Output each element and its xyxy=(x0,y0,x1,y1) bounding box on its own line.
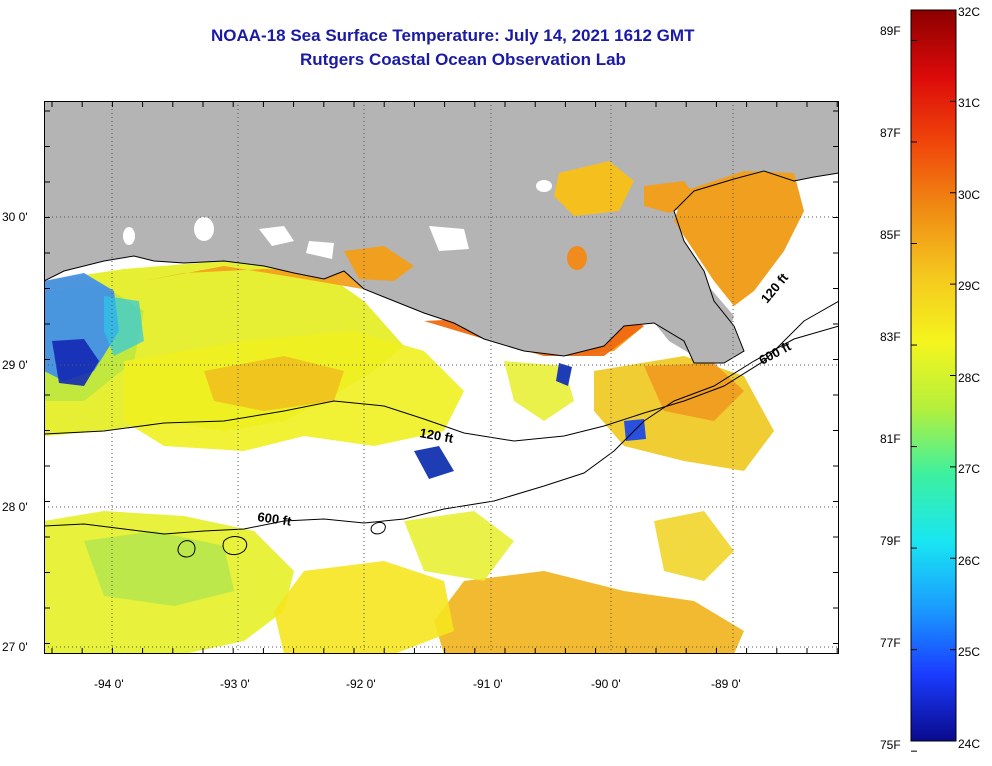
colorbar-c-25: 25C xyxy=(958,645,981,659)
colorbar-c-29: 29C xyxy=(958,279,981,293)
colorbar-c-30: 30C xyxy=(958,188,981,202)
colorbar-c-31: 31C xyxy=(958,96,981,110)
colorbar-f-79: 79F xyxy=(880,534,901,548)
colorbar-f-77: 77F xyxy=(880,636,901,650)
map-ticks xyxy=(44,101,839,654)
sst-field xyxy=(44,261,774,654)
land-lake-pontchartrain xyxy=(554,161,634,216)
land-lake-calcasieu xyxy=(194,217,214,241)
land-lake-salvador xyxy=(567,246,587,270)
sst-patch-south-green xyxy=(84,531,234,606)
sst-patch-south-orange xyxy=(434,571,744,654)
colorbar-f-81: 81F xyxy=(880,432,901,446)
sst-patch-south-center-yellow xyxy=(274,561,454,654)
colorbar-c-32: 32C xyxy=(958,5,981,19)
sst-patch-east-orange xyxy=(644,363,744,421)
colorbar-f-87: 87F xyxy=(880,126,901,140)
colorbar-f-83: 83F xyxy=(880,330,901,344)
colorbar-f-89: 89F xyxy=(880,24,901,38)
sst-patch-east-south xyxy=(654,511,734,581)
sst-patch-cold-core xyxy=(52,339,99,386)
lon-label-94: -94 0' xyxy=(94,677,124,691)
graticule xyxy=(44,101,839,654)
land-hole-2 xyxy=(429,226,469,251)
land-lake-grand xyxy=(259,226,294,246)
land-lake-sabine xyxy=(123,227,135,245)
isobath-label-120ft-west: 120 ft xyxy=(418,425,455,446)
title-line-1: NOAA-18 Sea Surface Temperature: July 14… xyxy=(211,26,695,45)
title-line-2: Rutgers Coastal Ocean Observation Lab xyxy=(300,50,626,69)
lon-label-91: -91 0' xyxy=(473,677,503,691)
isobath-600ft-loops xyxy=(177,521,386,558)
lat-label-30: 30 0' xyxy=(2,210,28,224)
sst-patch-cold-spot-2 xyxy=(556,363,572,386)
land-lake-white xyxy=(306,241,334,259)
isobath-label-600ft-west: 600 ft xyxy=(257,509,293,529)
lat-label-28: 28 0' xyxy=(2,500,28,514)
colorbar-f-85: 85F xyxy=(880,228,901,242)
isobath-120ft-west xyxy=(44,300,839,442)
colorbar-c-28: 28C xyxy=(958,371,981,385)
land-lake-vermilion-bay xyxy=(344,246,414,281)
sst-map: 120 ft 600 ft 120 ft 600 ft xyxy=(44,101,839,654)
temperature-colorbar: 32C 31C 30C 29C 28C 27C 26C 25C 24C 89F … xyxy=(876,0,992,766)
map-border xyxy=(44,101,839,654)
coastline xyxy=(44,170,839,364)
land-hole-1 xyxy=(536,180,552,192)
colorbar-f-75: 75F xyxy=(880,738,901,752)
land-delta-marsh xyxy=(644,241,734,356)
sst-patch-mid-orange xyxy=(204,356,344,411)
lon-label-90: -90 0' xyxy=(591,677,621,691)
lat-label-29: 29 0' xyxy=(2,358,28,372)
colorbar-c-24: 24C xyxy=(958,737,981,751)
sst-patch-mid-east-yellow xyxy=(504,361,574,421)
colorbar-c-27: 27C xyxy=(958,462,981,476)
isobath-600ft xyxy=(44,325,839,535)
sst-patch-cyan-west xyxy=(104,296,144,356)
colorbar-ramp xyxy=(910,9,957,752)
colorbar-c-26: 26C xyxy=(958,554,981,568)
lon-label-89: -89 0' xyxy=(711,677,741,691)
lat-label-27: 27 0' xyxy=(2,640,28,654)
lon-label-92: -92 0' xyxy=(346,677,376,691)
lon-label-93: -93 0' xyxy=(220,677,250,691)
land-chandeleur-sound xyxy=(674,171,804,306)
sst-patch-cold-spot-1 xyxy=(414,446,454,479)
sst-patch-center-south xyxy=(404,511,514,581)
